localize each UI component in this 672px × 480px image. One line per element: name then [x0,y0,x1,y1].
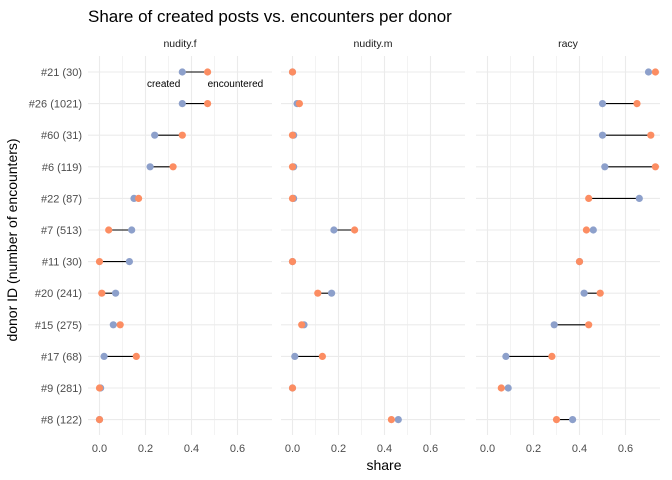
x-tick-label: 0.2 [331,443,346,455]
created-point [100,352,108,360]
x-tick-label: 0.4 [377,443,392,455]
encountered-point [651,68,660,76]
encountered-point [116,321,124,329]
encountered-point [585,194,593,202]
encountered-point [204,100,212,108]
encountered-point [98,289,106,297]
created-point [109,321,117,329]
encountered-point [552,416,561,424]
x-tick-label: 0.6 [423,443,438,455]
created-point [598,131,607,139]
y-tick-label: #15 (275) [35,320,82,332]
encountered-point [105,226,113,234]
x-tick-label: 0.0 [285,443,300,455]
encountered-point [288,163,297,171]
created-point [178,100,186,108]
created-point [125,258,133,266]
encountered-point [582,226,591,234]
y-axis-title: donor ID (number of encounters) [4,138,20,341]
encountered-point [548,352,556,360]
x-axis-title: share [366,457,401,473]
encountered-point [132,352,140,360]
encountered-point [387,416,395,424]
created-point [128,226,136,234]
created-point [598,100,607,108]
x-tick-label: 0.2 [138,443,153,455]
created-point [151,131,159,139]
encountered-point [314,289,322,297]
encountered-point [95,384,104,392]
encountered-point [575,258,584,266]
encountered-point [288,131,297,139]
facet-strip-label: nudity.m [354,38,393,50]
facet-strip-label: nudity.f [163,38,196,50]
created-point [644,68,653,76]
created-point [178,68,186,76]
created-point [601,163,609,171]
created-point [146,163,154,171]
encountered-point [178,131,186,139]
label-layer: #21 (30) #26 (1021) #60 (31) #6 (119) #22 (8… [29,38,633,455]
x-tick-label: 0.2 [526,443,541,455]
y-tick-label: #22 (87) [41,193,82,205]
y-tick-label: #8 (122) [41,415,82,427]
encountered-point [288,194,297,202]
encountered-point [585,321,593,329]
y-tick-label: #17 (68) [41,351,82,363]
facet-strip-label: racy [558,38,579,50]
encountered-point [647,131,655,139]
created-point [569,416,577,424]
encountered-point [95,416,104,424]
x-tick-label: 0.4 [184,443,199,455]
x-tick-label: 0.0 [480,443,495,455]
encountered-point [298,321,306,329]
y-tick-label: #60 (31) [41,130,82,142]
created-point [112,289,120,297]
encountered-point [204,68,212,76]
y-tick-label: #26 (1021) [29,99,82,111]
y-tick-label: #11 (30) [42,257,82,269]
created-point [328,289,336,297]
grid-layer [88,56,660,435]
y-tick-label: #9 (281) [41,383,82,395]
created-point [291,352,299,360]
encountered-point [95,258,104,266]
annotation-encountered: encountered [208,79,264,90]
created-point [502,352,510,360]
created-point [394,416,402,424]
encountered-point [295,100,303,108]
encountered-point [288,384,297,392]
encountered-point [135,194,143,202]
encountered-point [318,352,326,360]
y-tick-label: #7 (513) [41,225,82,237]
chart-title: Share of created posts vs. encounters pe… [88,7,452,26]
created-point [330,226,338,234]
created-point [635,194,643,202]
created-point [550,321,558,329]
encountered-point [351,226,359,234]
encountered-point [497,384,505,392]
encountered-point [651,163,660,171]
created-point [504,384,512,392]
created-point [589,226,597,234]
annotation-created: created [147,79,180,90]
y-tick-label: #20 (241) [35,288,82,300]
encountered-point [596,289,604,297]
created-point [580,289,588,297]
y-tick-label: #21 (30) [41,67,82,79]
y-tick-label: #6 (119) [42,162,82,174]
x-tick-label: 0.6 [618,443,633,455]
encountered-point [288,68,297,76]
x-tick-label: 0.4 [572,443,587,455]
x-tick-label: 0.6 [230,443,245,455]
mark-layer [95,68,660,424]
encountered-point [633,100,641,108]
encountered-point [169,163,177,171]
x-tick-label: 0.0 [92,443,107,455]
encountered-point [288,258,297,266]
